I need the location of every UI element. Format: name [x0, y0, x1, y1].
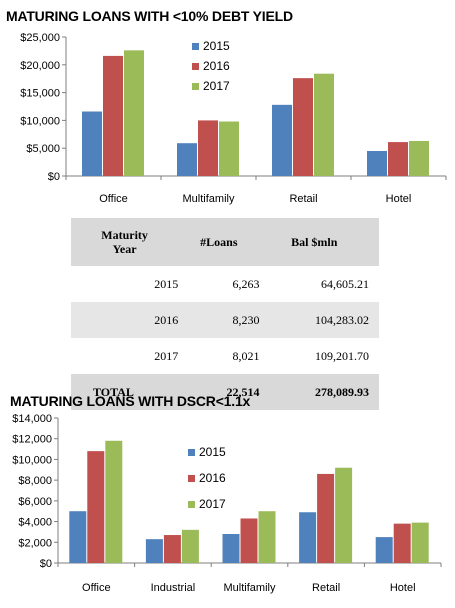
bar-2016-multifamily [198, 120, 218, 176]
bar-2016-retail [293, 78, 313, 176]
chart2-title: MATURING LOANS WITH DSCR<1.1x [10, 393, 251, 409]
legend-label-2015: 2015 [199, 445, 226, 459]
bar-2017-office [124, 50, 144, 176]
bar-2015-office [69, 511, 87, 563]
legend-swatch-2017 [188, 501, 195, 508]
table-row: 2015 6,263 64,605.21 [71, 266, 379, 302]
row-year: 2017 [154, 348, 179, 363]
bar-2016-office [87, 451, 105, 563]
row-balance: 64,605.21 [321, 276, 369, 291]
row-loans: 6,263 [232, 276, 260, 291]
chart1-title: MATURING LOANS WITH <10% DEBT YIELD [6, 8, 293, 24]
y-tick-label: $8,000 [18, 475, 52, 487]
header-balance: Bal $mln [259, 218, 379, 266]
x-category-label: Retail [289, 193, 317, 205]
legend-swatch-2015 [192, 43, 199, 50]
table-total-row: TOTAL 22,514 278,089.93 [71, 374, 379, 410]
x-category-label: Hotel [390, 582, 416, 594]
x-category-label: Multifamily [224, 582, 276, 594]
x-category-label: Multifamily [183, 193, 235, 205]
x-category-label: Office [82, 582, 111, 594]
bar-2017-retail [314, 73, 334, 176]
row-balance: 104,283.02 [259, 302, 379, 338]
bar-2017-multifamily [258, 511, 276, 563]
bar-2015-retail [272, 104, 292, 176]
bar-2015-hotel [367, 150, 387, 176]
y-tick-label: $10,000 [12, 454, 52, 466]
y-tick-label: $2,000 [18, 537, 52, 549]
bar-2017-retail [335, 467, 353, 563]
y-tick-label: $10,000 [20, 115, 60, 127]
bar-2016-hotel [388, 142, 408, 176]
total-balance: 278,089.93 [259, 374, 379, 410]
bar-2017-multifamily [219, 121, 239, 176]
y-tick-label: $0 [40, 558, 52, 570]
bar-2015-office [82, 111, 102, 176]
row-balance: 109,201.70 [315, 348, 369, 363]
bar-2015-multifamily [177, 143, 197, 176]
bar-2015-industrial [145, 539, 163, 563]
y-tick-label: $5,000 [26, 143, 60, 155]
legend-label-2017: 2017 [203, 79, 230, 93]
x-category-label: Industrial [151, 582, 196, 594]
bar-2016-office [103, 55, 123, 176]
y-tick-label: $20,000 [20, 60, 60, 72]
y-tick-label: $15,000 [20, 88, 60, 100]
chart1-debt-yield: $0 $5,000 $10,000 $15,000 $20,000 $25,000 Offi… [20, 32, 447, 205]
bar-2016-multifamily [240, 518, 258, 563]
bar-2017-office [105, 440, 123, 563]
table-header-row: Maturity Year #Loans Bal $mln [71, 218, 379, 266]
y-tick-label: $14,000 [12, 413, 52, 425]
legend-swatch-2016 [188, 475, 195, 482]
maturity-table: Maturity Year #Loans Bal $mln 2015 6,263 … [71, 218, 379, 410]
total-loans: 22,514 [178, 374, 260, 410]
header-loans: #Loans [178, 218, 260, 266]
bar-2017-industrial [181, 529, 199, 563]
y-tick-label: $0 [48, 171, 60, 183]
table-row: 2017 8,021 109,201.70 [71, 338, 379, 374]
legend-label-2016: 2016 [199, 471, 226, 485]
y-tick-label: $12,000 [12, 434, 52, 446]
bar-2017-hotel [411, 522, 429, 563]
row-year: 2016 [71, 302, 179, 338]
legend-swatch-2015 [188, 449, 195, 456]
y-tick-label: $4,000 [18, 517, 52, 529]
bar-2015-hotel [375, 537, 393, 563]
row-loans: 8,021 [232, 348, 260, 363]
bar-2016-hotel [393, 523, 411, 563]
y-tick-label: $6,000 [18, 496, 52, 508]
x-category-label: Retail [312, 582, 340, 594]
legend-swatch-2016 [192, 63, 199, 70]
bar-2016-industrial [163, 535, 181, 563]
x-category-label: Office [99, 193, 128, 205]
row-loans: 8,230 [178, 302, 260, 338]
bar-2015-retail [299, 512, 317, 563]
total-label: TOTAL [71, 374, 179, 410]
bar-2017-hotel [409, 140, 429, 176]
table-row: 2016 8,230 104,283.02 [71, 302, 379, 338]
legend-label-2016: 2016 [203, 59, 230, 73]
row-year: 2015 [154, 276, 179, 291]
legend-swatch-2017 [192, 83, 199, 90]
legend-label-2015: 2015 [203, 39, 230, 53]
bar-2015-multifamily [222, 534, 240, 563]
header-maturity-year: Maturity Year [71, 218, 179, 266]
legend-label-2017: 2017 [199, 497, 226, 511]
bar-2016-retail [317, 473, 335, 563]
y-tick-label: $25,000 [20, 32, 60, 44]
x-category-label: Hotel [386, 193, 412, 205]
